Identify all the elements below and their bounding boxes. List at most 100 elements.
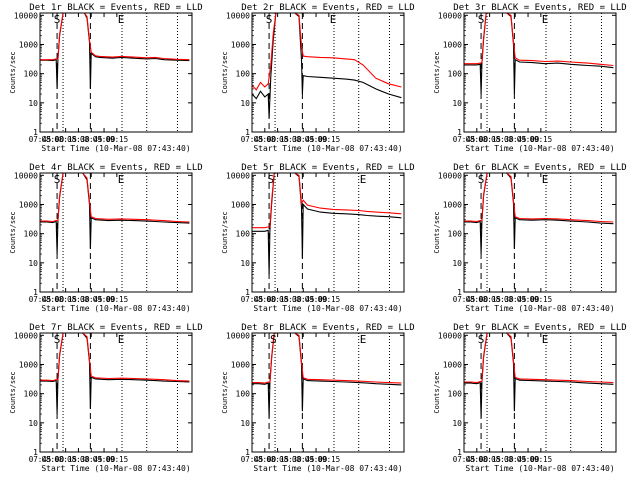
y-tick-label: 1 xyxy=(457,288,462,297)
x-tick-label: 08:45 xyxy=(292,295,315,304)
y-tick-label: 100 xyxy=(236,390,251,399)
x-axis-label: Start Time (10-Mar-08 07:43:40) xyxy=(465,464,614,473)
x-tick-label: 08:30 xyxy=(491,295,514,304)
y-tick-label: 1 xyxy=(245,448,250,457)
y-tick-label: 1000 xyxy=(231,360,250,369)
marker-s: S xyxy=(54,13,61,26)
x-tick-label: 09:00 xyxy=(93,455,116,464)
panel-title: Det 8r BLACK = Events, RED = LLD xyxy=(241,323,414,333)
marker-e: E xyxy=(542,13,549,26)
x-tick-label: 08:30 xyxy=(279,455,302,464)
plot-frame xyxy=(463,332,617,453)
x-tick-label: 08:15 xyxy=(266,295,289,304)
y-tick-label: 10 xyxy=(28,259,38,268)
y-axis-label: Counts/sec xyxy=(433,51,441,93)
x-axis-label: Start Time (10-Mar-08 07:43:40) xyxy=(253,464,402,473)
x-tick-label: 09:00 xyxy=(305,295,328,304)
series-line-lld xyxy=(40,12,190,61)
y-tick-label: 10 xyxy=(240,99,250,108)
y-tick-label: 10000 xyxy=(14,11,38,20)
marker-s: S xyxy=(267,173,274,186)
panel-title: Det 5r BLACK = Events, RED = LLD xyxy=(241,163,414,173)
x-tick-label: 08:45 xyxy=(292,455,315,464)
x-tick-label: 08:45 xyxy=(292,135,315,144)
series-line-events xyxy=(252,172,402,275)
marker-s: S xyxy=(266,13,273,26)
x-tick-label: 09:15 xyxy=(106,295,129,304)
marker-e: E xyxy=(118,173,125,186)
marker-s: S xyxy=(54,173,61,186)
x-tick-label: 09:00 xyxy=(305,455,328,464)
marker-e: E xyxy=(118,333,125,346)
marker-s: S xyxy=(478,13,485,26)
plot-frame xyxy=(251,172,405,293)
x-axis-label: Start Time (10-Mar-08 07:43:40) xyxy=(41,464,190,473)
panel-title: Det 1r BLACK = Events, RED = LLD xyxy=(29,3,202,13)
x-tick-label: 08:00 xyxy=(42,455,65,464)
x-tick-label: 08:00 xyxy=(466,135,489,144)
x-tick-label: 08:00 xyxy=(254,295,277,304)
x-tick-label: 09:00 xyxy=(305,135,328,144)
marker-e: E xyxy=(542,333,549,346)
x-tick-label: 08:30 xyxy=(279,295,302,304)
x-tick-label: 09:15 xyxy=(530,455,553,464)
series-line-events xyxy=(40,172,190,255)
panel-det-4: Det 4r BLACK = Events, RED = LLD 1 10 100 10… xyxy=(9,163,203,313)
plot-frame xyxy=(39,332,193,453)
x-tick-label: 09:00 xyxy=(517,455,540,464)
x-tick-label: 08:15 xyxy=(54,455,77,464)
marker-s: S xyxy=(54,333,61,346)
series-line-lld xyxy=(40,332,190,382)
y-axis-label: Counts/sec xyxy=(433,211,441,253)
x-axis-label: Start Time (10-Mar-08 07:43:40) xyxy=(41,144,190,153)
y-axis-label: Counts/sec xyxy=(9,211,17,253)
x-axis-label: Start Time (10-Mar-08 07:43:40) xyxy=(465,144,614,153)
plot-frame xyxy=(251,12,405,133)
series-line-events xyxy=(251,12,402,119)
x-tick-label: 09:15 xyxy=(106,135,129,144)
marker-e: E xyxy=(118,13,125,26)
series-line-lld xyxy=(251,12,402,91)
plot-frame xyxy=(251,332,405,453)
y-tick-label: 10000 xyxy=(14,331,38,340)
x-tick-label: 07:45 xyxy=(453,295,476,304)
x-tick-label: 07:45 xyxy=(29,295,52,304)
x-tick-label: 09:15 xyxy=(530,135,553,144)
y-axis-label: Counts/sec xyxy=(221,371,229,413)
series-line-events xyxy=(464,12,614,95)
x-tick-label: 07:45 xyxy=(453,455,476,464)
x-tick-label: 08:00 xyxy=(466,455,489,464)
x-tick-label: 08:15 xyxy=(266,135,289,144)
y-tick-label: 10000 xyxy=(226,331,250,340)
series-line-events xyxy=(40,12,190,89)
y-tick-label: 10 xyxy=(28,419,38,428)
y-tick-label: 1000 xyxy=(443,360,462,369)
y-tick-label: 10 xyxy=(240,259,250,268)
x-tick-label: 08:00 xyxy=(466,295,489,304)
x-tick-label: 09:15 xyxy=(106,455,129,464)
plot-frame xyxy=(39,172,193,293)
series-line-events xyxy=(40,332,190,415)
y-tick-label: 10000 xyxy=(438,331,462,340)
x-tick-label: 09:15 xyxy=(318,295,341,304)
panel-title: Det 2r BLACK = Events, RED = LLD xyxy=(241,3,414,13)
x-tick-label: 09:15 xyxy=(318,455,341,464)
series-line-lld xyxy=(40,172,190,223)
marker-e: E xyxy=(330,13,337,26)
panel-det-9: Det 9r BLACK = Events, RED = LLD 1 10 100 10… xyxy=(433,323,627,473)
y-tick-label: 10000 xyxy=(14,171,38,180)
x-tick-label: 09:00 xyxy=(517,135,540,144)
y-tick-label: 1000 xyxy=(443,200,462,209)
series-line-lld xyxy=(252,172,402,229)
y-axis-label: Counts/sec xyxy=(9,51,17,93)
x-tick-label: 09:00 xyxy=(517,295,540,304)
panel-det-5: Det 5r BLACK = Events, RED = LLD 1 10 100 10… xyxy=(221,163,415,313)
x-axis-label: Start Time (10-Mar-08 07:43:40) xyxy=(253,304,402,313)
x-tick-label: 08:15 xyxy=(478,455,501,464)
x-axis-label: Start Time (10-Mar-08 07:43:40) xyxy=(465,304,614,313)
plot-frame xyxy=(463,172,617,293)
y-tick-label: 10 xyxy=(452,259,462,268)
marker-s: S xyxy=(478,333,485,346)
panel-det-6: Det 6r BLACK = Events, RED = LLD 1 10 100 10… xyxy=(433,163,627,313)
